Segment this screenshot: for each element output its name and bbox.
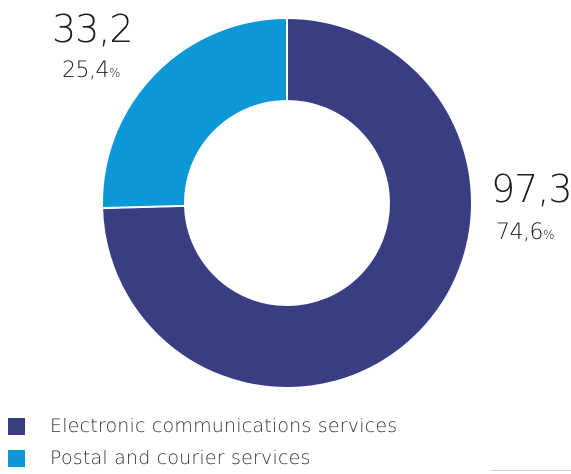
legend-item-postal: Postal and courier services [8, 442, 397, 474]
legend-swatch-electronic [8, 417, 25, 435]
slice-percent-unit-electronic: % [542, 228, 555, 242]
slice-value-label-postal: 33,2 [52, 7, 134, 51]
slice-percent-value-electronic: 74,6 [496, 220, 543, 245]
slice-value-label-electronic: 97,3 [491, 167, 571, 211]
chart-legend: Electronic communications services Posta… [8, 410, 397, 474]
legend-item-electronic: Electronic communications services [8, 410, 397, 442]
legend-label-electronic: Electronic communications services [50, 415, 398, 437]
corner-divider [490, 470, 571, 471]
legend-swatch-postal [8, 449, 25, 467]
slice-percent-label-electronic: 74,6% [496, 222, 554, 244]
legend-label-postal: Postal and courier services [50, 447, 311, 469]
slice-percent-unit-postal: % [108, 66, 121, 80]
slice-percent-label-postal: 25,4% [62, 60, 120, 82]
donut-slice-electronic [101, 16, 473, 389]
donut-slice-postal [101, 16, 288, 210]
slice-percent-value-postal: 25,4 [62, 58, 109, 83]
